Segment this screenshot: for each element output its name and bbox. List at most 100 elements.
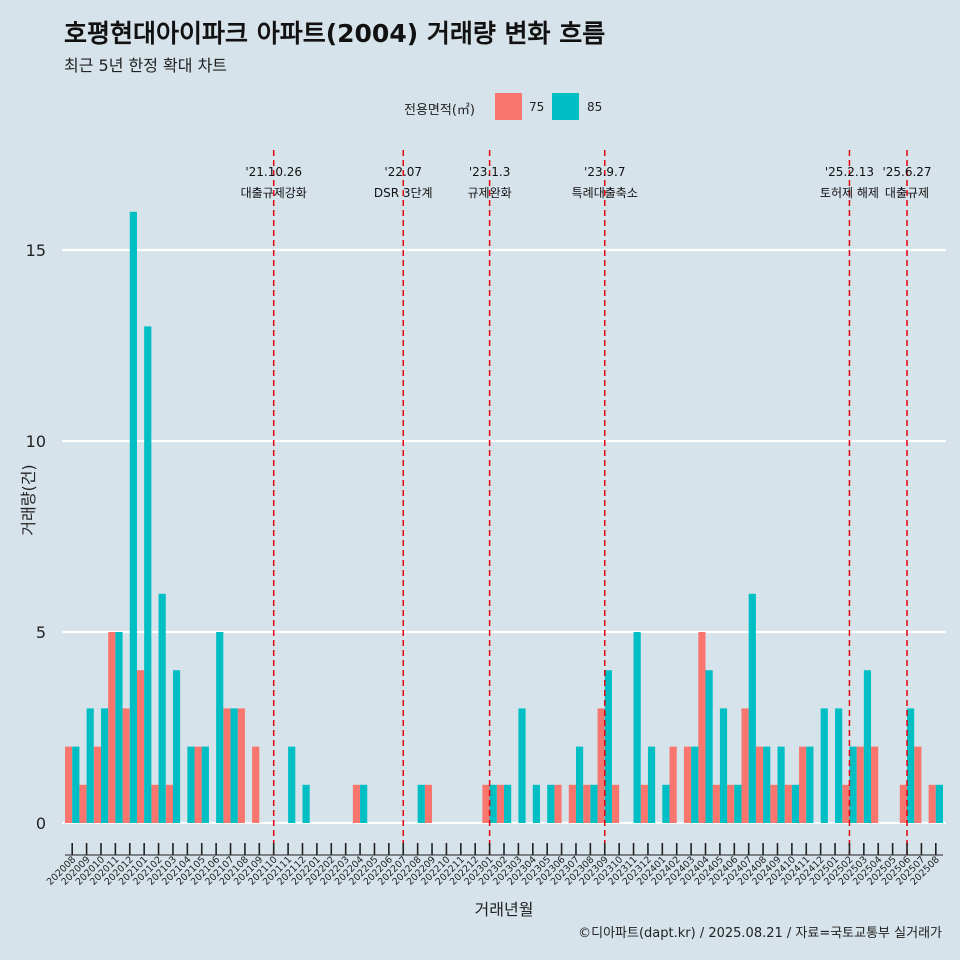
bar-85-202311 [633, 632, 641, 823]
bar-75-202407 [741, 708, 749, 823]
event-name-label: 특례대출축소 [572, 186, 638, 200]
bar-85-202303 [518, 708, 526, 823]
bar-75-202411 [799, 746, 807, 823]
bar-75-202008 [65, 746, 73, 823]
bar-75-202410 [784, 784, 792, 823]
bar-85-202408 [763, 746, 771, 823]
bar-75-202103 [165, 784, 173, 823]
event-date-label: '23.9.7 [584, 165, 625, 179]
event-name-label: 규제완화 [468, 186, 512, 200]
bar-85-202112 [302, 784, 310, 823]
bar-75-202209 [424, 784, 433, 823]
bar-85-202012 [129, 211, 137, 824]
bar-85-202309 [604, 670, 612, 823]
bar-75-202308 [583, 784, 591, 823]
y-tick-label: 15 [26, 241, 46, 260]
bar-75-202408 [755, 746, 764, 823]
bar-85-202412 [820, 708, 828, 823]
bar-85-202305 [547, 784, 555, 823]
bar-85-202204 [360, 784, 368, 823]
y-tick-label: 0 [36, 814, 46, 833]
bar-85-202103 [172, 670, 181, 823]
x-axis-title: 거래년월 [475, 900, 534, 919]
bar-85-202502 [849, 746, 857, 823]
bar-85-202307 [575, 746, 584, 823]
y-tick-label: 5 [36, 623, 46, 642]
bar-75-202010 [93, 746, 101, 823]
legend-label-75: 75 [529, 100, 545, 114]
bar-75-202502 [842, 784, 850, 823]
legend: 전용면적(㎡) 75 85 [0, 92, 960, 122]
bar-75-202101 [136, 670, 145, 823]
event-date-label: '22.07 [384, 165, 422, 179]
bar-85-202411 [806, 746, 814, 823]
chart-title: 호평현대아이파크 아파트(2004) 거래량 변화 흐름 [64, 19, 606, 48]
gridlines [62, 248, 946, 825]
bar-75-202504 [871, 746, 879, 823]
bar-85-202107 [230, 708, 238, 823]
y-tick-label: 10 [26, 432, 46, 451]
bar-75-202306 [554, 784, 562, 823]
bar-85-202308 [590, 784, 598, 823]
bar-75-202105 [194, 746, 202, 823]
bar-75-202404 [698, 632, 706, 823]
bar-75-202109 [252, 746, 260, 823]
bar-85-202406 [734, 784, 742, 823]
bar-85-202009 [86, 708, 94, 823]
bar-75-202204 [352, 784, 361, 823]
bar-75-202108 [237, 708, 245, 823]
bar-85-202401 [662, 784, 670, 823]
bar-75-202102 [151, 784, 159, 823]
bar-75-202402 [669, 746, 677, 823]
bar-75-202508 [928, 784, 936, 823]
bar-75-202312 [640, 784, 648, 823]
bar-75-202406 [727, 784, 735, 823]
source-caption: ©디아파트(dapt.kr) / 2025.08.21 / 자료=국토교통부 실… [578, 926, 942, 941]
bar-85-202503 [863, 670, 872, 823]
y-axis-title: 거래량(건) [19, 464, 38, 535]
bar-85-202409 [777, 746, 785, 823]
bar-75-202107 [223, 708, 231, 823]
bar-85-202501 [835, 708, 843, 823]
bar-75-202302 [496, 784, 504, 823]
event-date-label: '25.6.27 [882, 165, 931, 179]
chart-subtitle: 최근 5년 한정 확대 차트 [64, 56, 228, 75]
bar-85-202011 [115, 632, 123, 823]
event-date-label: '25.2.13 [825, 165, 874, 179]
bar-85-202312 [647, 746, 656, 823]
event-name-label: 토허제 해제 [820, 186, 879, 200]
event-name-label: 대출규제강화 [241, 186, 307, 200]
bar-85-202403 [691, 746, 699, 823]
bar-85-202405 [719, 708, 728, 823]
bar-75-202009 [79, 784, 87, 823]
bar-75-202409 [770, 784, 778, 823]
bar-75-202011 [108, 632, 116, 823]
event-date-label: '21.10.26 [245, 165, 302, 179]
legend-swatch-85 [552, 93, 579, 120]
bar-85-202105 [201, 746, 209, 823]
bar-85-202008 [72, 746, 80, 823]
bar-85-202111 [288, 746, 296, 823]
bar-85-202302 [504, 784, 512, 823]
bar-85-202102 [158, 593, 166, 823]
event-markers: '21.10.26 대출규제강화 '22.07 DSR 3단계 '23.1.3 규제완화 '… [241, 150, 932, 855]
legend-title: 전용면적(㎡) [404, 103, 475, 118]
bar-75-202403 [683, 746, 692, 823]
bar-85-202508 [935, 784, 943, 823]
bar-75-202301 [482, 784, 490, 823]
bar-85-202208 [417, 784, 425, 823]
bar-75-202503 [856, 746, 864, 823]
legend-swatch-75 [495, 93, 522, 120]
event-name-label: 대출규제 [885, 186, 929, 200]
bar-75-202507 [914, 746, 922, 823]
bar-75-202506 [899, 784, 908, 823]
bar-85-202410 [791, 784, 800, 823]
bar-85-202407 [748, 593, 756, 823]
bar-85-202104 [187, 746, 195, 823]
bar-75-202012 [122, 708, 130, 823]
event-date-label: '23.1.3 [469, 165, 510, 179]
bar-75-202310 [611, 784, 620, 823]
bar-85-202404 [705, 670, 713, 823]
event-name-label: DSR 3단계 [374, 186, 433, 200]
